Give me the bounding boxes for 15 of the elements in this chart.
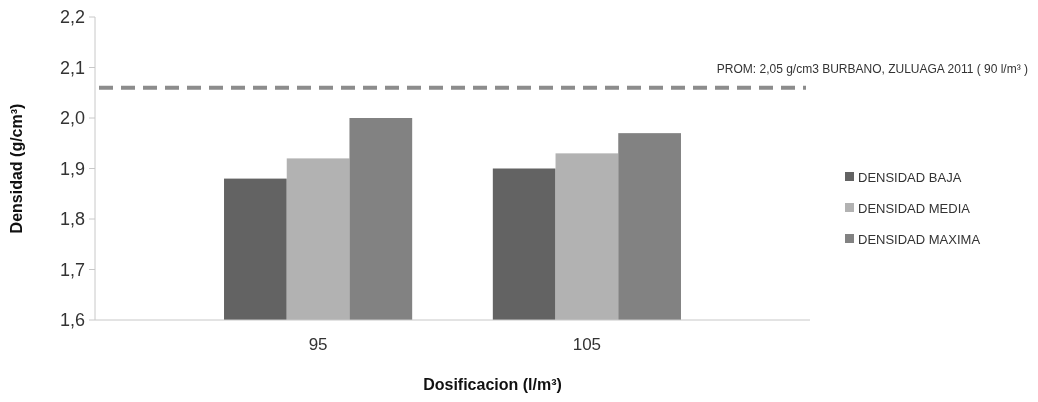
y-tick-label: 2,2: [59, 7, 85, 28]
y-tick-label: 1,8: [59, 209, 85, 230]
y-tick-label: 1,9: [59, 158, 85, 179]
annotation: PROM: 2,05 g/cm3 BURBANO, ZULUAGA 2011 ( 90 l/m³ ): [716, 62, 1028, 76]
y-tick-label: 2,0: [59, 108, 85, 129]
y-tick-label: 1,6: [59, 310, 85, 331]
x-tick-label: 95: [308, 335, 328, 354]
y-tick-label: 1,7: [59, 259, 85, 280]
legend-label: DENSIDAD MAXIMA: [858, 231, 981, 247]
legend-label: DENSIDAD BAJA: [858, 169, 962, 185]
y-axis-title: Densidad (g/cm³): [8, 103, 25, 234]
x-axis-title: Dosificacion (l/m³): [423, 376, 562, 393]
y-tick-label: 2,1: [59, 57, 85, 78]
x-tick-label: 105: [572, 335, 602, 354]
legend-label: DENSIDAD MEDIA: [858, 200, 971, 216]
